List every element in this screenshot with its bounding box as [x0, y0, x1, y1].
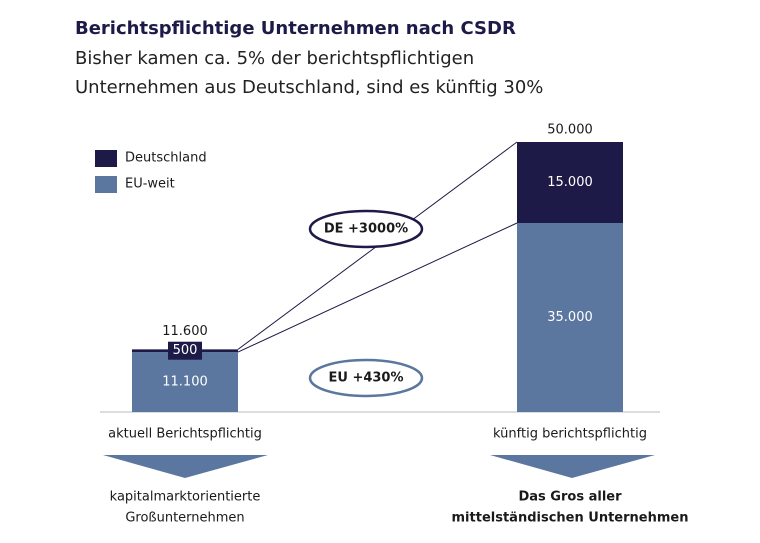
legend-swatch [95, 150, 117, 167]
bar-segment [517, 142, 623, 223]
total-label: 11.600 [162, 324, 208, 339]
connector-line [237, 222, 518, 353]
category-description: mittelständischen Unternehmen [452, 511, 689, 526]
category-description: Großunternehmen [125, 511, 244, 526]
category-label: aktuell Berichtspflichtig [108, 427, 262, 442]
annotation-oval [308, 358, 424, 398]
legend-label: Deutschland [125, 151, 207, 166]
data-label: 15.000 [547, 175, 593, 190]
category-label: künftig berichtspflichtig [493, 427, 647, 442]
annotation-oval [308, 209, 424, 249]
arrow [490, 455, 655, 478]
chart-subtitle: Bisher kamen ca. 5% der berichtspflichti… [75, 48, 474, 69]
bar-segment [132, 352, 238, 412]
data-label: 11.100 [162, 375, 208, 390]
chart-subtitle: Unternehmen aus Deutschland, sind es kün… [75, 77, 543, 98]
data-label: 500 [173, 343, 198, 358]
category-description: kapitalmarktorientierte [110, 490, 261, 505]
category-description: Das Gros aller [518, 490, 622, 505]
legend-swatch [95, 176, 117, 193]
chart-title: Berichtspflichtige Unternehmen nach CSDR [75, 18, 516, 39]
arrow [103, 455, 268, 478]
annotation: EU +430% [328, 371, 403, 386]
bar-segment [517, 223, 623, 412]
annotation: DE +3000% [324, 222, 408, 237]
label-box [168, 341, 202, 360]
total-label: 50.000 [547, 123, 593, 138]
data-label: 35.000 [547, 310, 593, 325]
legend-label: EU-weit [125, 177, 175, 192]
